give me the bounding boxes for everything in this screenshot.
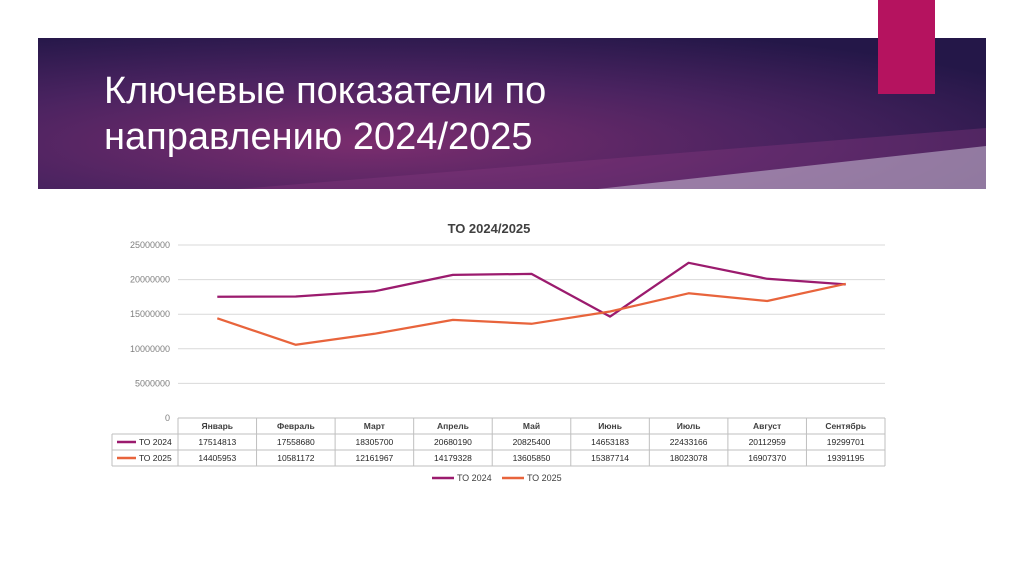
chart-title: ТО 2024/2025 xyxy=(448,221,531,236)
table-series-name: ТО 2024 xyxy=(139,437,172,447)
table-cell-value: 14653183 xyxy=(591,437,629,447)
series-line xyxy=(216,282,846,346)
title-banner xyxy=(38,38,986,189)
y-tick-label: 20000000 xyxy=(130,275,170,285)
table-cell-value: 14179328 xyxy=(434,453,472,463)
table-cell-value: 20680190 xyxy=(434,437,472,447)
table-cell-value: 19391195 xyxy=(827,453,864,463)
table-cell-value: 17558680 xyxy=(277,437,315,447)
y-tick-label: 10000000 xyxy=(130,344,170,354)
slide-title: Ключевые показатели по направлению 2024/2… xyxy=(104,68,804,160)
table-cell-value: 18023078 xyxy=(670,453,708,463)
category-label: Май xyxy=(523,421,540,431)
category-label: Март xyxy=(364,421,385,431)
series-line xyxy=(217,261,846,318)
y-tick-label: 5000000 xyxy=(135,378,170,388)
category-label: Июль xyxy=(677,421,701,431)
category-label: Июнь xyxy=(598,421,622,431)
legend-label: ТО 2024 xyxy=(457,473,492,483)
y-tick-label: 25000000 xyxy=(130,240,170,250)
accent-bar xyxy=(878,0,935,94)
y-tick-label: 15000000 xyxy=(130,309,170,319)
table-cell-value: 16907370 xyxy=(748,453,786,463)
legend-label: ТО 2025 xyxy=(527,473,562,483)
table-cell-value: 10581172 xyxy=(277,453,314,463)
category-label: Апрель xyxy=(437,421,469,431)
table-cell-value: 19299701 xyxy=(827,437,865,447)
table-cell-value: 12161967 xyxy=(355,453,393,463)
title-line-2: направлению 2024/2025 xyxy=(104,116,533,158)
category-label: Февраль xyxy=(277,421,315,431)
category-label: Январь xyxy=(202,421,234,431)
table-series-name: ТО 2025 xyxy=(139,453,172,463)
category-label: Сентябрь xyxy=(825,421,866,431)
table-cell-value: 17514813 xyxy=(198,437,236,447)
table-cell-value: 14405953 xyxy=(198,453,236,463)
title-line-1: Ключевые показатели по xyxy=(104,70,547,112)
table-cell-value: 18305700 xyxy=(355,437,393,447)
y-tick-label: 0 xyxy=(165,413,170,423)
table-cell-value: 13605850 xyxy=(513,453,551,463)
table-cell-value: 20112959 xyxy=(749,437,786,447)
table-cell-value: 20825400 xyxy=(513,437,551,447)
table-cell-value: 15387714 xyxy=(591,453,629,463)
table-cell-value: 22433166 xyxy=(670,437,708,447)
category-label: Август xyxy=(753,421,781,431)
